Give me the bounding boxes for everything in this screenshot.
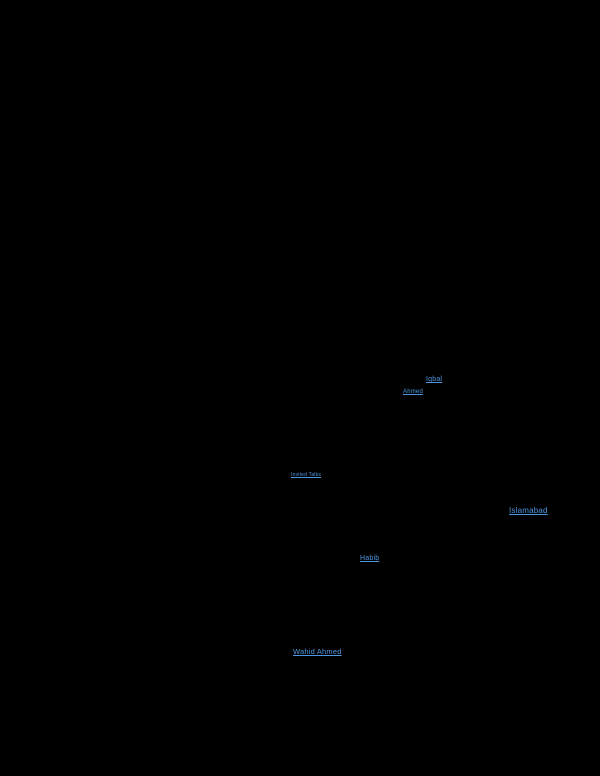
document-link[interactable]: Habib: [360, 555, 380, 562]
document-link[interactable]: Invited Talks: [291, 472, 322, 478]
document-link[interactable]: Wahid Ahmed: [293, 647, 342, 656]
document-link[interactable]: Islamabad: [509, 506, 548, 515]
document-link[interactable]: Iqbal: [426, 376, 443, 383]
document-link[interactable]: Ahmed: [403, 389, 424, 395]
